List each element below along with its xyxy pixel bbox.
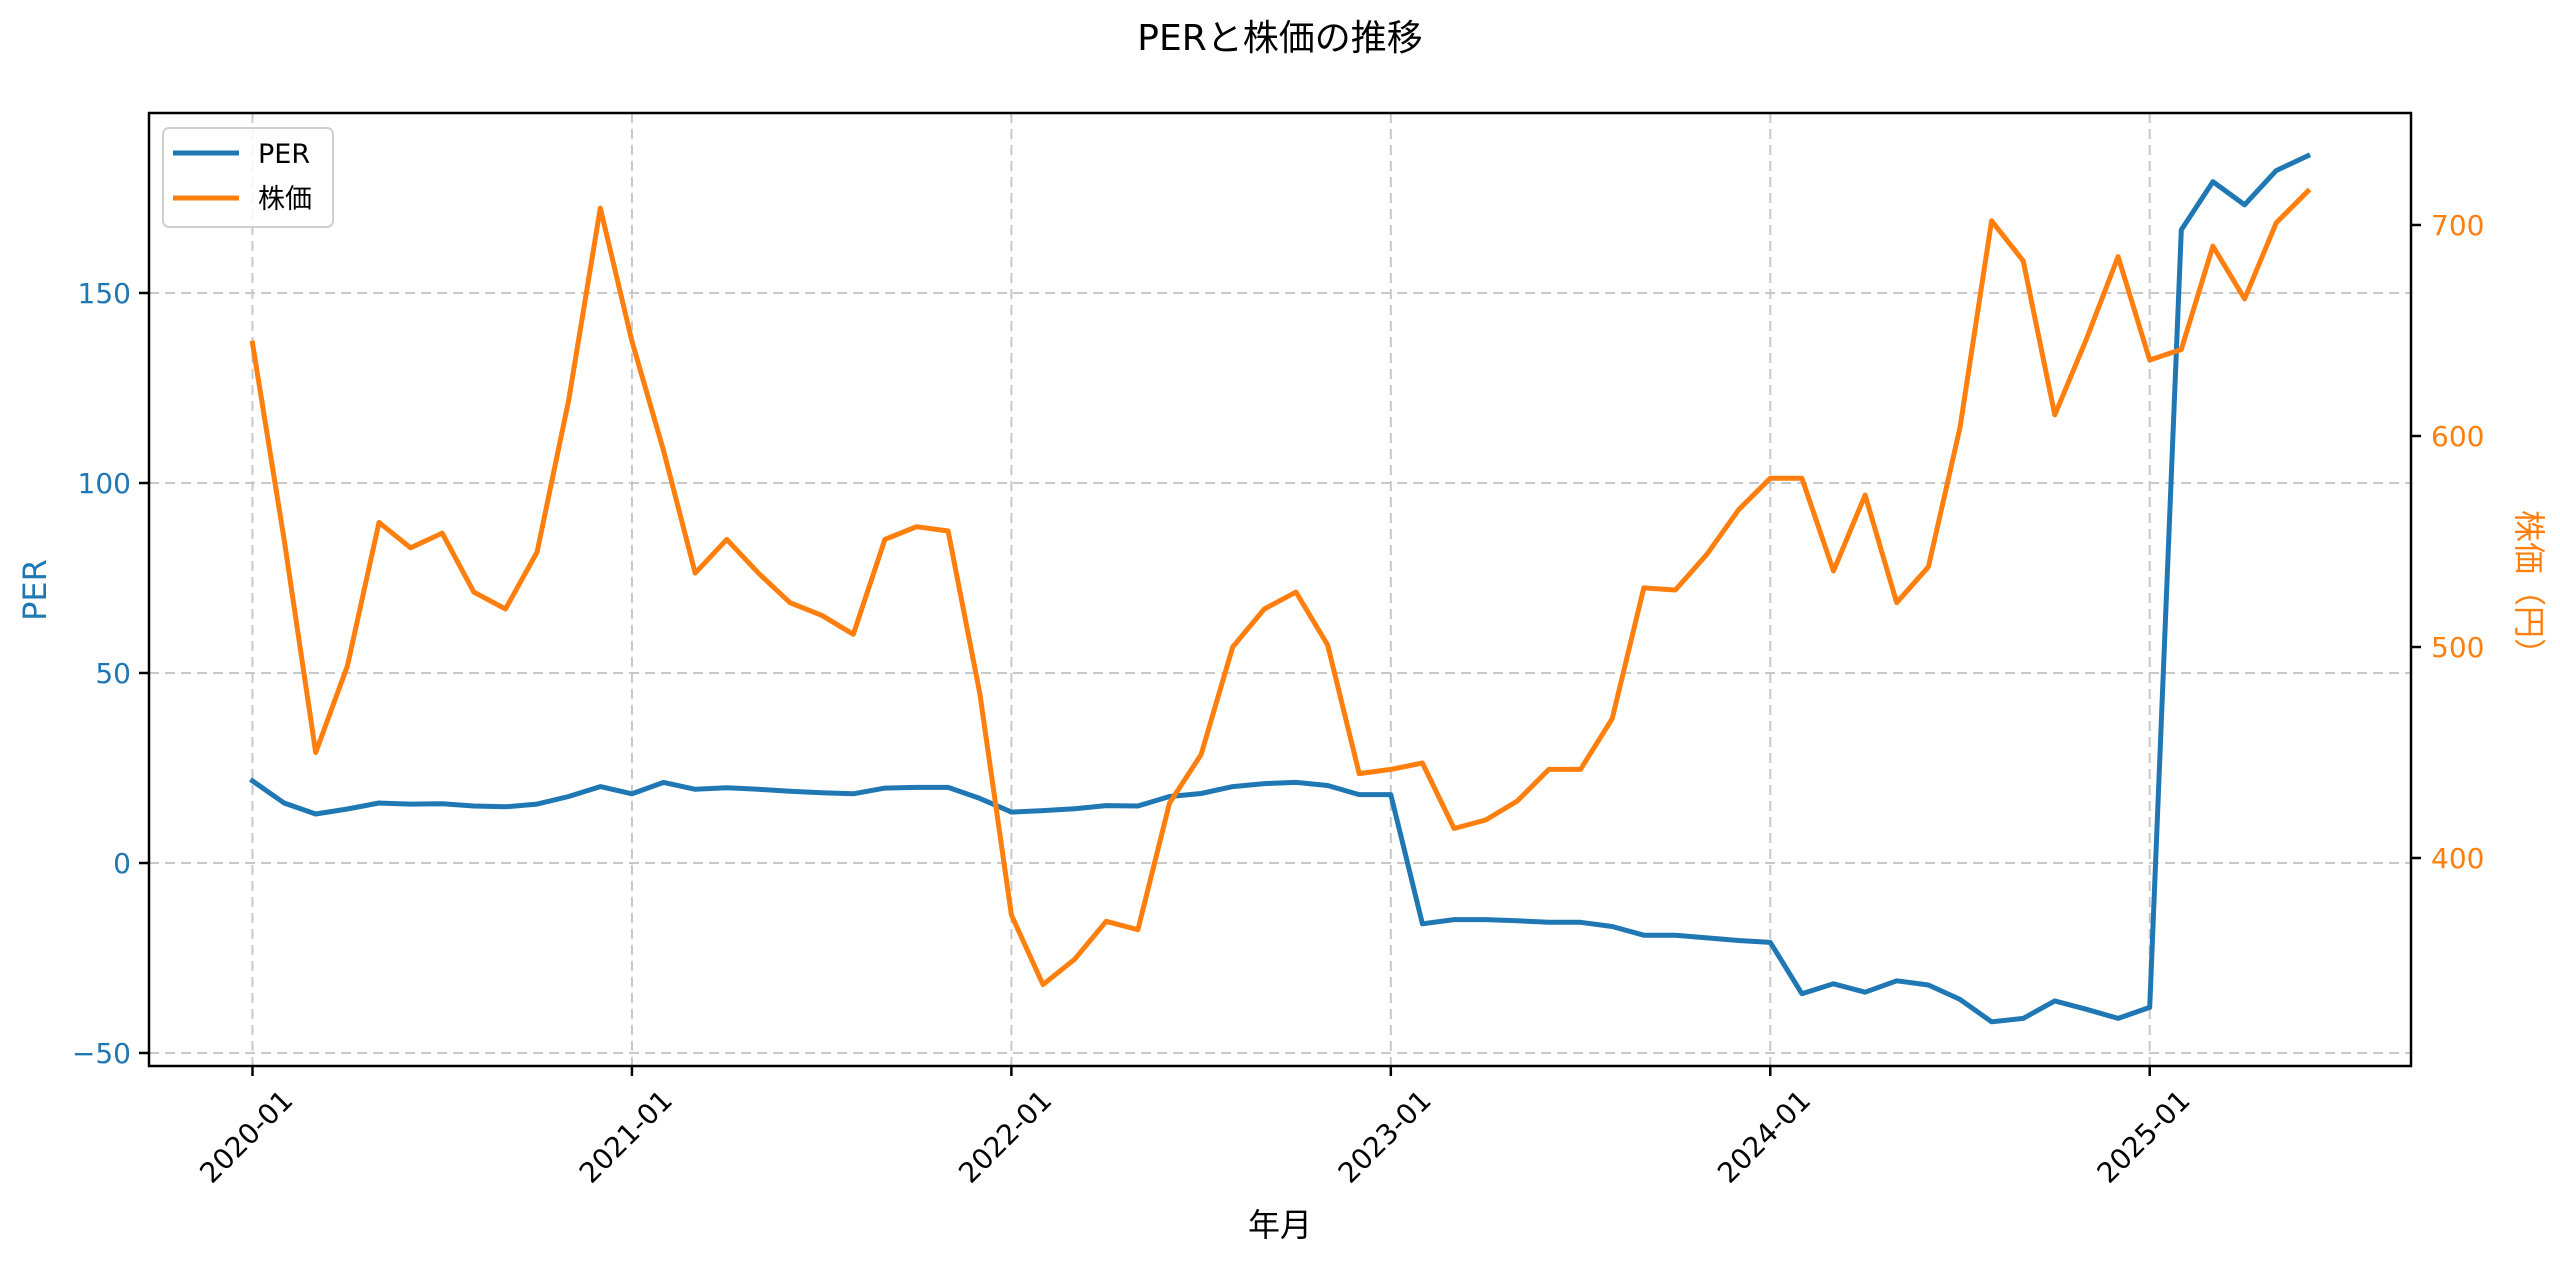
y-tick-label-left: 100 (78, 467, 131, 500)
y-tick-label-left: −50 (72, 1037, 131, 1070)
series-line-per (249, 152, 2312, 1025)
x-tick-label: 2023-01 (1332, 1084, 1438, 1190)
x-tick-label: 2022-01 (952, 1084, 1058, 1190)
y-tick-label-left: 0 (113, 847, 131, 880)
plot-series (249, 152, 2312, 1025)
y-tick-label-right: 500 (2431, 631, 2484, 664)
x-axis-label: 年月 (1248, 1206, 1312, 1244)
legend: PER 株価 (162, 127, 334, 228)
series-line-price (249, 187, 2312, 988)
y-tick-label-right: 400 (2431, 842, 2484, 875)
x-tick-label: 2020-01 (193, 1084, 299, 1190)
y-axis-label-right: 株価（円） (2510, 510, 2548, 670)
legend-label-price: 株価 (258, 184, 312, 215)
axes-frame (147, 111, 2413, 1068)
y-tick-label-left: 50 (95, 657, 131, 690)
x-tick-label: 2024-01 (1711, 1084, 1817, 1190)
chart-title: PERと株価の推移 (1137, 18, 1422, 59)
x-tick-label: 2021-01 (573, 1084, 679, 1190)
x-tick-label: 2025-01 (2091, 1084, 2197, 1190)
right-y-axis: 400 500 600 700 (2411, 209, 2484, 875)
y-axis-label-left: PER (16, 559, 54, 621)
x-axis: 2020-01 2021-01 2022-01 2023-01 2024-01 2025-… (193, 1066, 2197, 1190)
y-tick-label-left: 150 (78, 277, 131, 310)
y-tick-label-right: 600 (2431, 420, 2484, 453)
gridlines (149, 113, 2411, 1066)
legend-label-per: PER (258, 139, 310, 170)
y-tick-label-right: 700 (2431, 209, 2484, 242)
left-y-axis: −50 0 50 100 150 (72, 277, 149, 1070)
